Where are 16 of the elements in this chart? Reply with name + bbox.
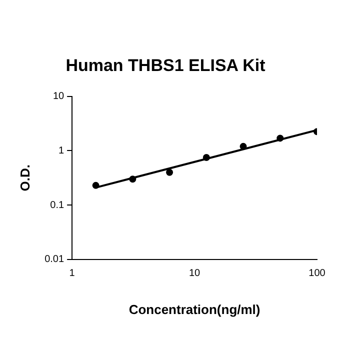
point xyxy=(202,154,210,162)
chart-title: Human THBS1 ELISA Kit xyxy=(66,56,266,75)
point xyxy=(276,134,284,142)
point xyxy=(166,168,174,176)
x-tick-label: 10 xyxy=(188,268,201,280)
point xyxy=(240,142,247,150)
y-tick-label: 0.01 xyxy=(44,254,64,266)
y-tick-label: 10 xyxy=(52,91,64,102)
point xyxy=(129,176,136,183)
y-axis-title: O.D. xyxy=(17,164,32,192)
x-axis-title: Concentration(ng/ml) xyxy=(128,302,260,317)
point xyxy=(92,182,100,189)
x-tick-label: 100 xyxy=(308,268,326,280)
x-tick-label: 1 xyxy=(69,268,76,280)
y-tick-label: 1 xyxy=(58,145,64,156)
y-tick-label: 0.1 xyxy=(50,200,64,211)
